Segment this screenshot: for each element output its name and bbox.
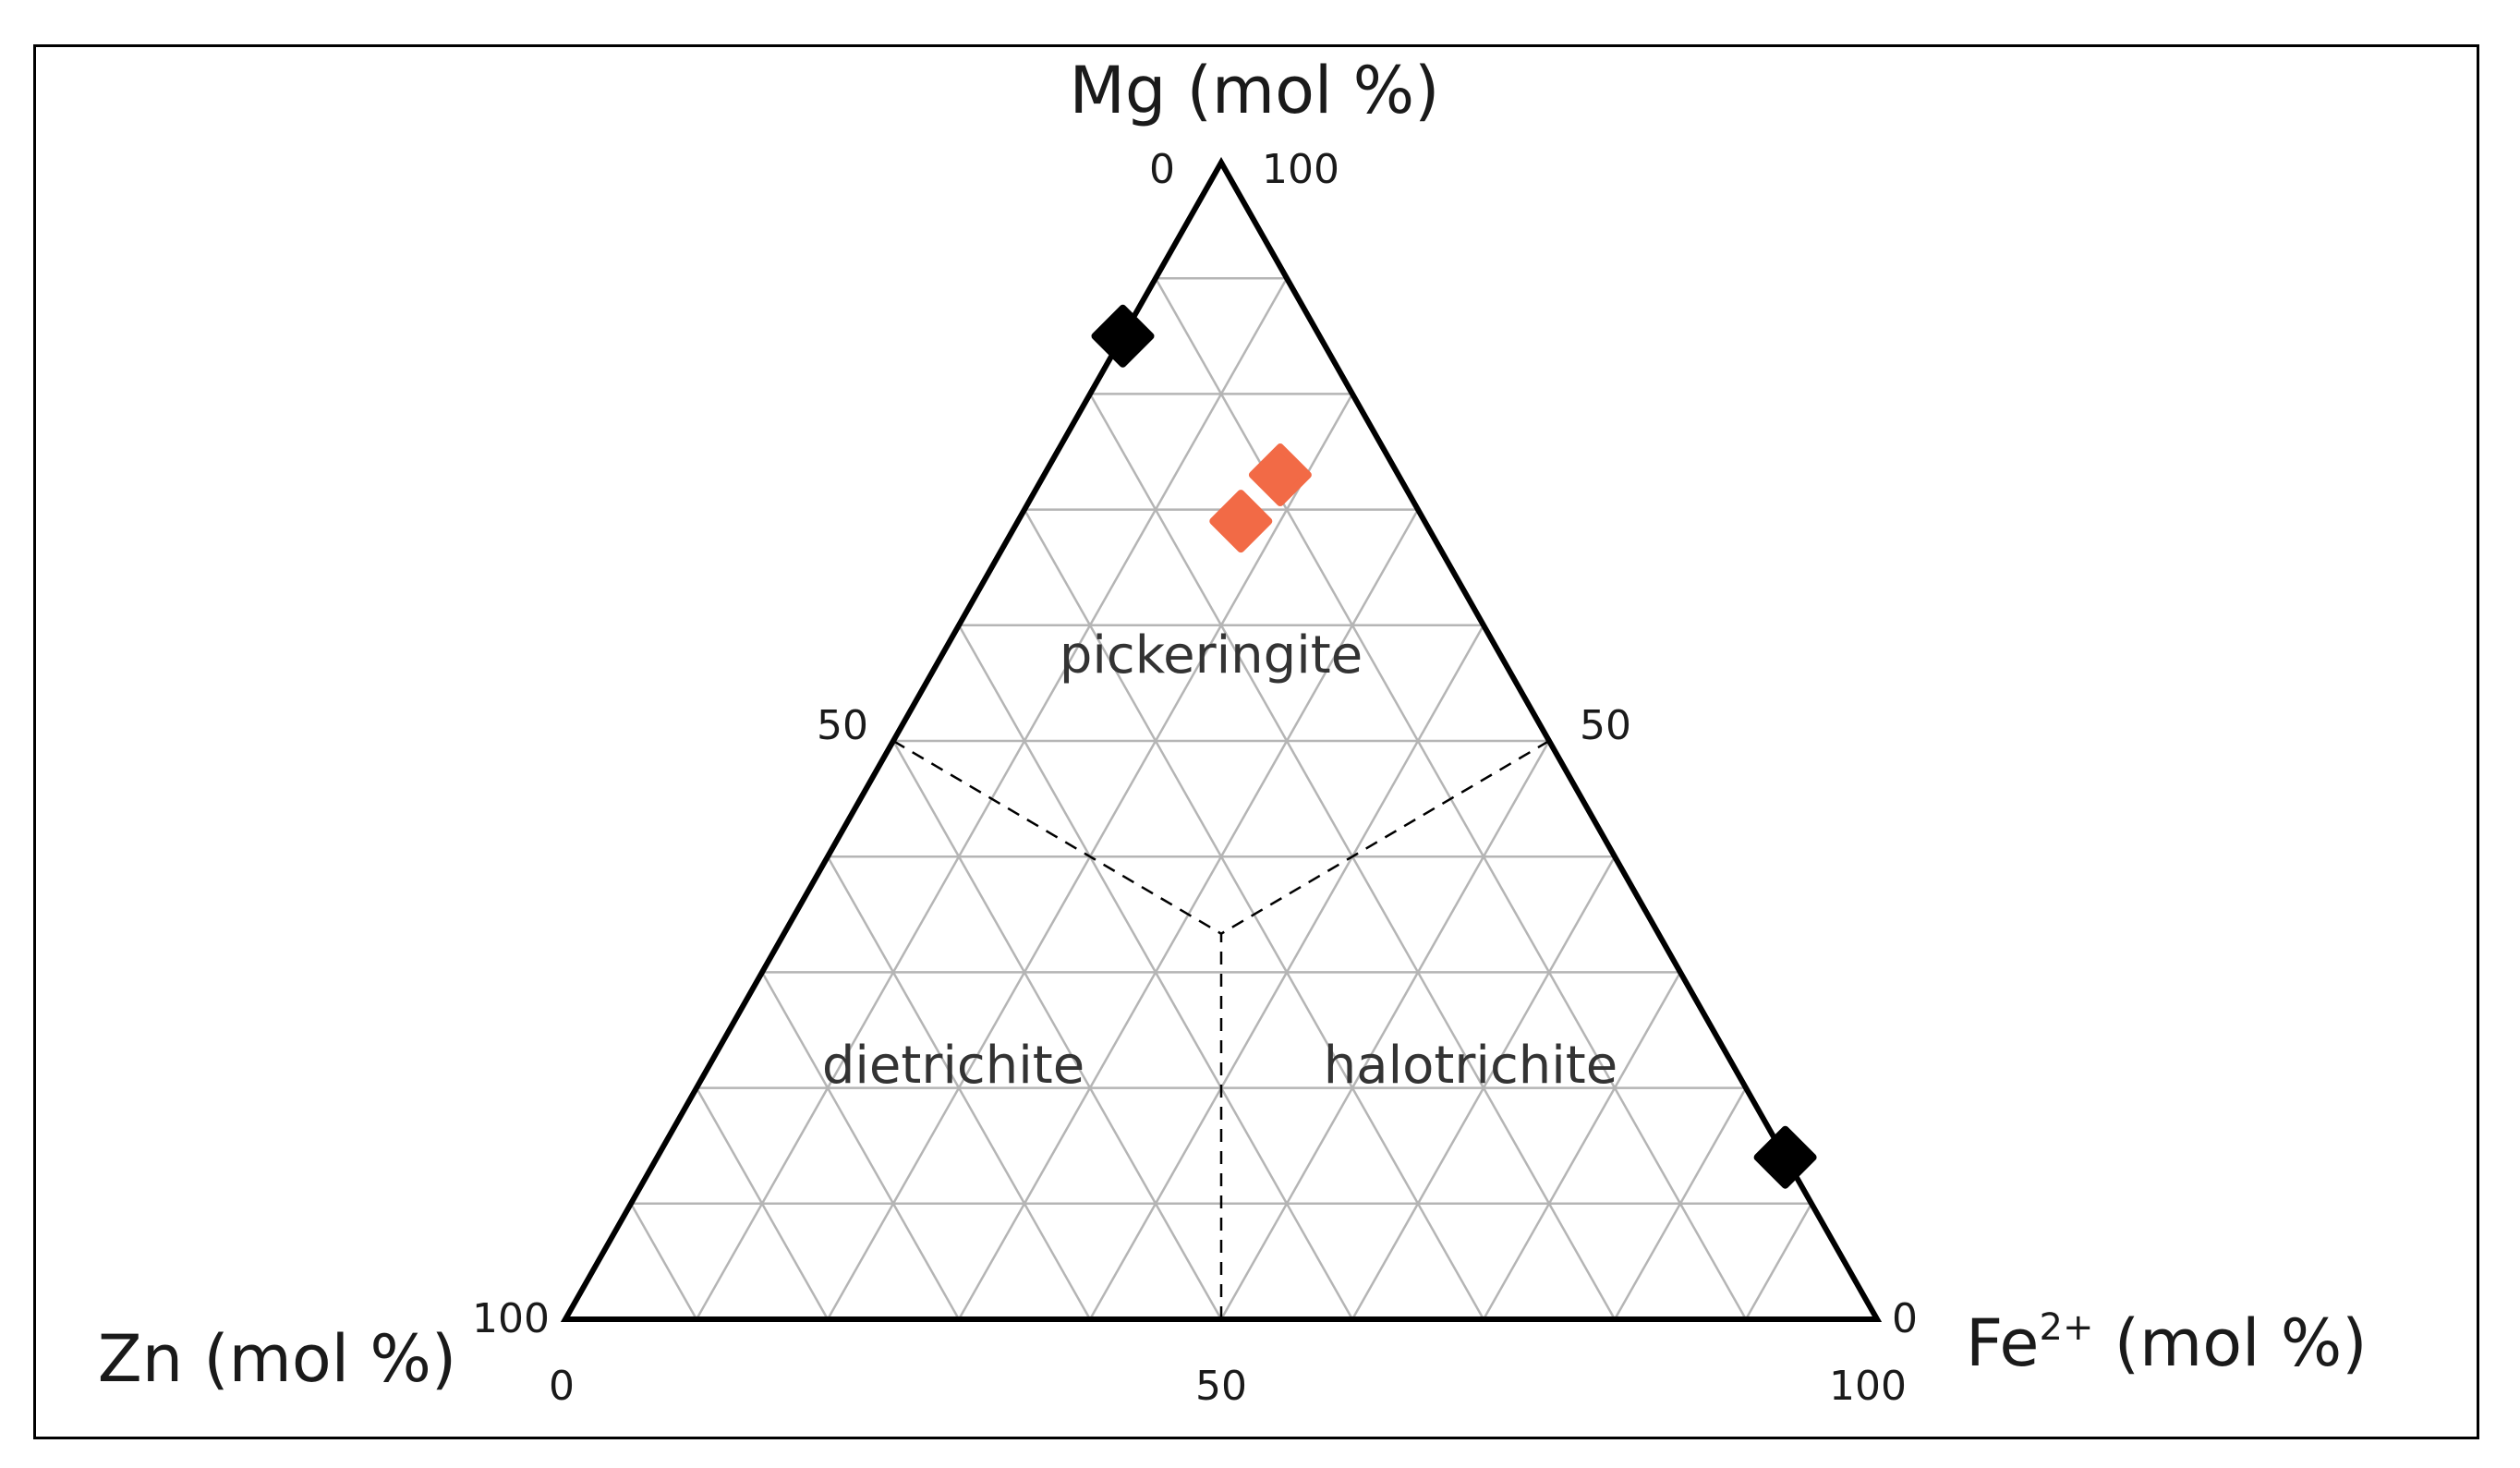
data-point-0-0 — [1091, 304, 1155, 368]
region-divider-layer — [892, 739, 1550, 1319]
grid-layer — [629, 276, 1813, 1320]
figure-frame — [33, 44, 2479, 1439]
region-divider-right — [1220, 739, 1550, 935]
region-label-pickeringite: pickeringite — [1060, 625, 1363, 685]
grid-line-zn-80 — [695, 1086, 830, 1320]
data-point-0-1 — [1753, 1125, 1817, 1189]
region-divider-left — [892, 739, 1222, 935]
axis-title-fe-element: Fe — [1966, 1305, 2040, 1381]
grid-line-fe-80 — [1613, 1086, 1748, 1320]
points-layer — [1091, 304, 1817, 1189]
axis-title-fe-charge: 2+ — [2040, 1306, 2094, 1349]
tick-label-right-50: 50 — [1580, 702, 1631, 749]
grid-line-fe-60 — [1351, 855, 1617, 1320]
region-label-dietrichite: dietrichite — [822, 1036, 1084, 1096]
tick-label-bottom-right-100: 100 — [1829, 1363, 1907, 1410]
grid-line-fe-90 — [1744, 1203, 1813, 1320]
grid-line-fe-50 — [1219, 740, 1551, 1320]
triangle-outline-layer — [560, 156, 1883, 1322]
axis-title-mg: Mg (mol %) — [1070, 53, 1440, 128]
grid-line-zn-60 — [826, 855, 1092, 1320]
region-label-halotrichite: halotrichite — [1324, 1036, 1617, 1096]
grid-line-fe-70 — [1482, 971, 1682, 1320]
tick-label-top-left: 0 — [1149, 146, 1175, 193]
axis-title-fe: Fe2+ (mol %) — [1966, 1305, 2368, 1381]
triangle-outline — [560, 156, 1883, 1322]
tick-label-bottom-50: 50 — [1195, 1363, 1247, 1410]
tick-label-top-right: 100 — [1262, 146, 1339, 193]
data-point-1-0 — [1248, 443, 1312, 507]
axis-title-fe-unit: (mol %) — [2093, 1305, 2367, 1381]
tick-label-bottom-left-100: 100 — [472, 1295, 550, 1342]
tick-label-bottom-left-0: 0 — [549, 1363, 575, 1410]
tick-label-bottom-right-0: 0 — [1892, 1295, 1918, 1342]
data-point-1-1 — [1209, 490, 1273, 553]
grid-line-zn-90 — [629, 1203, 698, 1320]
grid-line-zn-70 — [760, 971, 961, 1320]
grid-line-zn-50 — [891, 740, 1223, 1320]
tick-label-left-50: 50 — [817, 702, 868, 749]
axis-title-zn: Zn (mol %) — [98, 1321, 456, 1397]
